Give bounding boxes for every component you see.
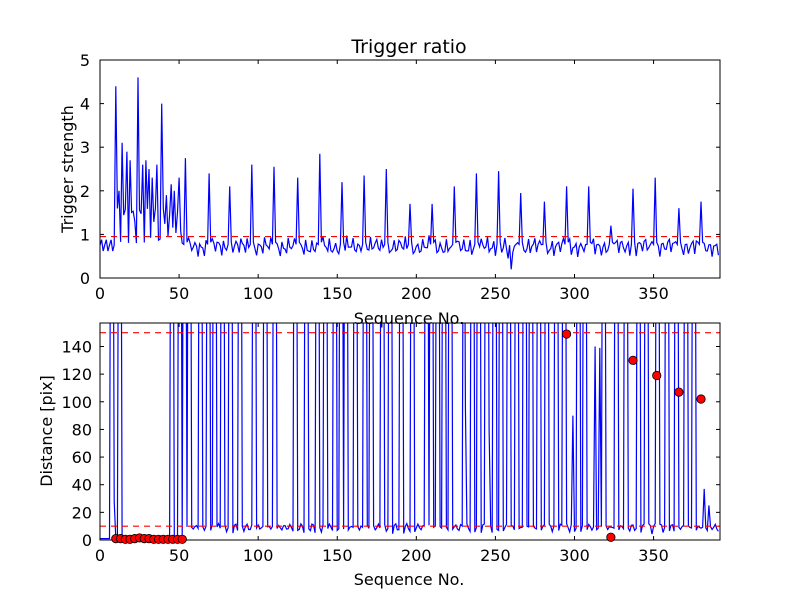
trigger-x-tick-label: 250: [480, 284, 511, 303]
distance-marker: [696, 394, 706, 404]
trigger-y-tick-label: 0: [80, 269, 90, 288]
trigger-x-tick-label: 0: [95, 284, 105, 303]
distance-series-line: [100, 323, 719, 540]
distance-plot-area: [100, 323, 720, 540]
distance-x-tick-label: 350: [638, 546, 669, 565]
trigger-plot-area: [100, 77, 720, 270]
distance-y-tick-label: 100: [61, 393, 92, 412]
distance-marker: [606, 532, 616, 542]
distance-x-tick-label: 50: [169, 546, 189, 565]
trigger-y-tick-label: 2: [80, 182, 90, 201]
distance-x-tick-label: 300: [559, 546, 590, 565]
distance-marker: [652, 370, 662, 381]
distance-axes: 0 50 100 150 200 250 300 350 0 20 40 60 80 100 120 140: [61, 323, 720, 565]
distance-y-tick-label: 140: [61, 337, 92, 356]
distance-plot-frame: [99, 322, 721, 541]
trigger-y-axis-label: Trigger strength: [58, 105, 77, 234]
distance-marker: [628, 355, 638, 365]
distance-plot: 0 50 100 150 200 250 300 350020406080100120140 …: [37, 322, 721, 589]
trigger-ratio-plot: Trigger ratio 0 50 100 150 200 250 300 350 0 1 2 3 4…: [58, 36, 721, 328]
trigger-x-tick-label: 200: [401, 284, 432, 303]
distance-y-tick-label: 120: [61, 365, 92, 384]
distance-x-tick-label: 100: [243, 546, 274, 565]
trigger-x-tick-label: 350: [638, 284, 669, 303]
trigger-y-tick-label: 5: [80, 51, 90, 70]
distance-y-tick-label: 80: [72, 420, 92, 439]
distance-x-tick-label: 150: [322, 546, 353, 565]
distance-y-axis-label: Distance [pix]: [37, 375, 56, 487]
trigger-plot-frame: [99, 59, 721, 279]
trigger-x-axis-label: Sequence No.: [354, 309, 465, 328]
distance-marker: [177, 534, 187, 544]
trigger-y-tick-label: 1: [80, 225, 90, 244]
distance-x-tick-label: 250: [480, 546, 511, 565]
distance-x-tick-label: 200: [401, 546, 432, 565]
trigger-y-tick-label: 4: [80, 95, 90, 114]
distance-y-tick-label: 0: [82, 531, 92, 550]
trigger-series-line: [100, 77, 719, 270]
trigger-x-tick-label: 300: [559, 284, 590, 303]
distance-x-tick-label: 0: [95, 546, 105, 565]
plot-title: Trigger ratio: [350, 36, 466, 58]
trigger-axes: 0 50 100 150 200 250 300 350 0 1 2 3 4 5: [80, 51, 720, 303]
distance-y-tick-label: 40: [72, 476, 92, 495]
distance-y-tick-label: 20: [72, 503, 92, 522]
trigger-x-tick-label: 150: [322, 284, 353, 303]
distance-y-tick-label: 60: [72, 448, 92, 467]
distance-x-axis-label: Sequence No.: [354, 570, 465, 589]
trigger-x-tick-label: 50: [169, 284, 189, 303]
trigger-y-tick-label: 3: [80, 138, 90, 157]
distance-marker: [561, 329, 572, 339]
distance-marker: [674, 387, 684, 397]
trigger-x-tick-label: 100: [243, 284, 274, 303]
